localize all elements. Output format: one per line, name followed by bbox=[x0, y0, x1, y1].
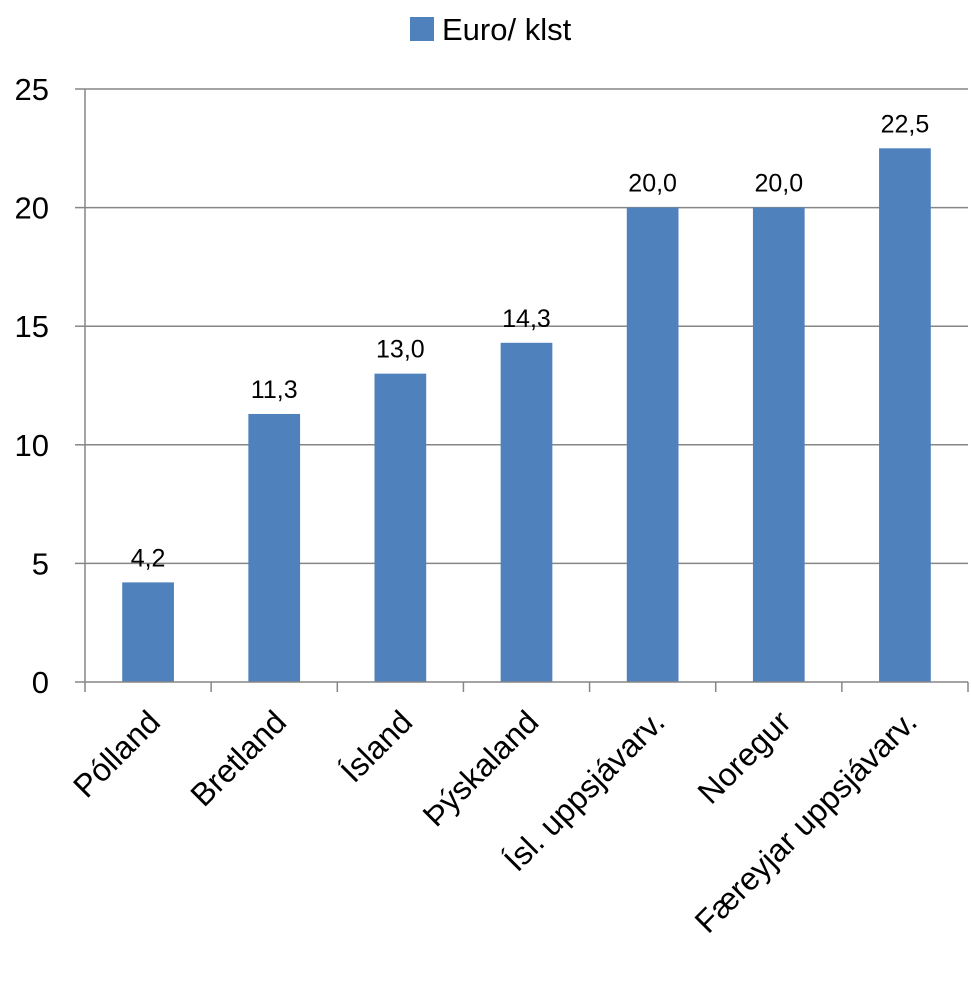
y-axis-tick-label: 10 bbox=[15, 428, 49, 463]
bar bbox=[374, 373, 427, 682]
data-labels: 4,2 11,3 13,0 14,3 20,0 20,0 22,5 bbox=[131, 110, 930, 572]
x-axis-tick-label: Ísland bbox=[333, 703, 419, 789]
y-axis-tick-label: 5 bbox=[32, 546, 49, 581]
bar bbox=[626, 207, 679, 682]
bar bbox=[879, 148, 931, 683]
y-axis-tick-labels: 0 5 10 15 20 25 bbox=[15, 72, 49, 700]
x-axis-tick-label: Færeyjar uppsjávarv. bbox=[688, 703, 924, 939]
legend-label: Euro/ klst bbox=[442, 12, 572, 47]
bar bbox=[248, 413, 301, 682]
data-label: 20,0 bbox=[628, 170, 677, 198]
y-axis-tick-label: 20 bbox=[15, 191, 49, 226]
x-axis-tick-label: Bretland bbox=[183, 703, 293, 813]
bar bbox=[752, 207, 805, 682]
legend-swatch bbox=[410, 17, 434, 41]
data-label: 11,3 bbox=[251, 376, 298, 404]
x-axis-tick-label: Pólland bbox=[66, 703, 167, 804]
y-axis-tick-label: 25 bbox=[15, 72, 49, 107]
data-label: 22,5 bbox=[881, 110, 930, 138]
axes bbox=[84, 89, 969, 692]
y-axis-tick-label: 0 bbox=[32, 665, 49, 700]
bar bbox=[500, 342, 553, 682]
gridlines bbox=[75, 88, 968, 683]
x-axis-tick-label: Þýskaland bbox=[416, 703, 546, 833]
data-label: 14,3 bbox=[502, 305, 551, 333]
data-label: 13,0 bbox=[376, 336, 425, 364]
legend: Euro/ klst bbox=[410, 12, 572, 47]
y-axis-tick-label: 15 bbox=[15, 309, 49, 344]
x-axis-tick-label: Noregur bbox=[691, 703, 798, 810]
data-label: 20,0 bbox=[754, 170, 803, 198]
bars bbox=[122, 148, 931, 683]
bar bbox=[122, 582, 174, 682]
data-label: 4,2 bbox=[131, 544, 166, 572]
